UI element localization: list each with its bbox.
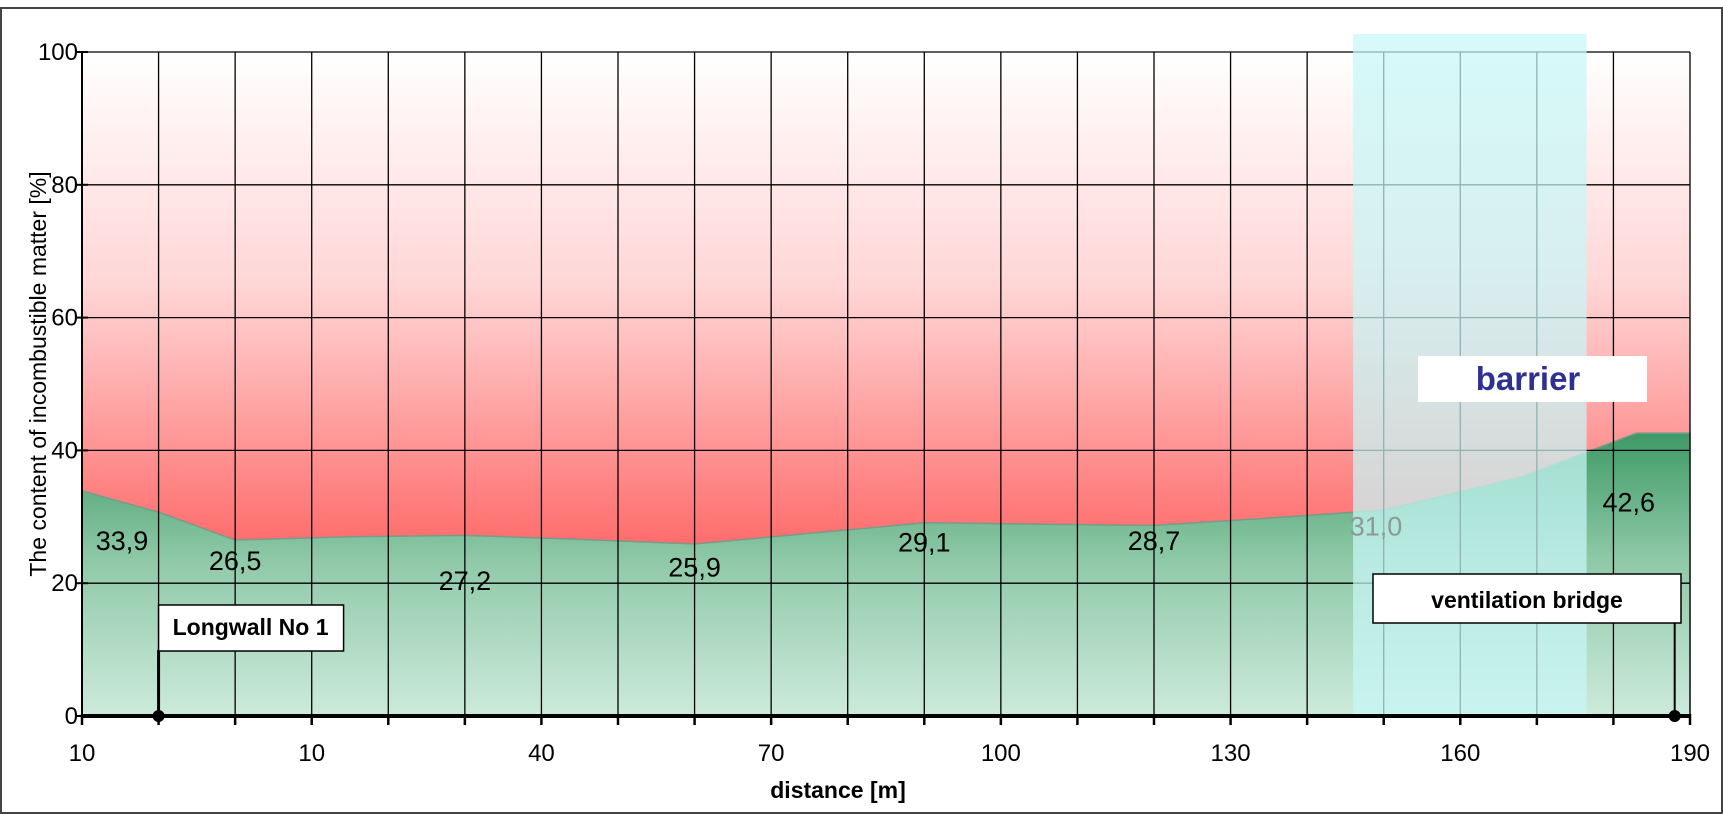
ventilation-bridge-label: ventilation bridge xyxy=(1431,587,1623,613)
data-label: 28,7 xyxy=(1128,526,1181,556)
longwall-marker-dot xyxy=(153,710,165,722)
x-tick-label: 10 xyxy=(69,740,96,767)
x-tick-label: 160 xyxy=(1440,740,1480,767)
y-tick-label: 0 xyxy=(65,703,78,730)
x-tick-label: 10 xyxy=(298,740,325,767)
y-tick-label: 100 xyxy=(38,39,78,66)
y-tick-label: 40 xyxy=(51,437,78,464)
x-tick-label: 70 xyxy=(758,740,785,767)
longwall-label: Longwall No 1 xyxy=(173,614,329,640)
data-label: 31,0 xyxy=(1350,511,1403,541)
x-tick-label: 40 xyxy=(528,740,555,767)
x-tick-label: 190 xyxy=(1670,740,1710,767)
x-tick-label: 130 xyxy=(1211,740,1251,767)
data-label: 42,6 xyxy=(1602,487,1655,517)
barrier-label: barrier xyxy=(1476,360,1581,397)
y-tick-label: 60 xyxy=(51,305,78,332)
data-label: 29,1 xyxy=(898,527,951,557)
x-axis-title: distance [m] xyxy=(770,777,905,803)
data-label: 25,9 xyxy=(668,553,721,583)
y-tick-label: 20 xyxy=(51,570,78,597)
data-label: 27,2 xyxy=(439,566,492,596)
x-tick-label: 100 xyxy=(981,740,1021,767)
y-axis-title: The content of incombustible matter [%] xyxy=(25,171,51,576)
data-label: 33,9 xyxy=(96,526,149,556)
data-label: 26,5 xyxy=(209,546,262,576)
y-tick-label: 80 xyxy=(51,172,78,199)
